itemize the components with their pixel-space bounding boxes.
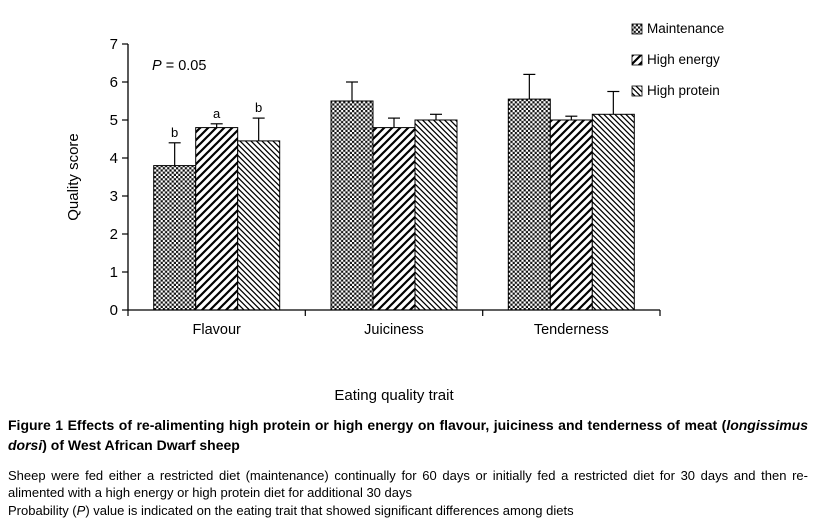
y-tick-label: 7: [110, 36, 118, 53]
bar-juiciness-high-energy: [372, 127, 416, 311]
caption-species-italic: longissimus dorsi: [8, 417, 808, 453]
legend-swatch-maintenance: [631, 23, 643, 35]
significance-letter: b: [171, 125, 178, 140]
quality-score-bar-chart: b a b 0 1 2 3 4 5 6 7 Flavour Juiciness Tenderness Qua…: [65, 21, 724, 404]
legend-item: High protein: [631, 83, 720, 98]
figure-notes: Sheep were fed either a restricted diet …: [8, 467, 808, 518]
caption-text-before-italic: Effects of re-alimenting high protein or…: [63, 417, 727, 433]
significance-letter: b: [255, 100, 262, 115]
x-category-label: Tenderness: [534, 322, 609, 338]
bar-tenderness-high-protein: [591, 113, 635, 311]
y-tick-label: 0: [110, 302, 118, 319]
chart-svg: b a b 0 1 2 3 4 5 6 7 Flavour Juiciness Tenderness Qua…: [65, 21, 724, 404]
note-line-2-before: Probability (: [8, 502, 77, 518]
caption-text-after-italic: ) of West African Dwarf sheep: [42, 436, 240, 453]
error-bar: [346, 81, 358, 101]
error-bar: [168, 142, 181, 166]
figure-caption: Figure 1 Effects of re-alimenting high p…: [8, 416, 808, 455]
p-value-annotation: P = 0.05: [152, 58, 206, 74]
note-line-1: Sheep were fed either a restricted diet …: [8, 468, 808, 501]
bar-flavour-maintenance: [153, 165, 197, 311]
bar-juiciness-high-protein: [414, 119, 458, 311]
legend-swatch-high-protein: [631, 85, 643, 97]
note-line-2-italic-p: P: [76, 502, 86, 518]
x-axis-title: Eating quality trait: [334, 387, 454, 404]
significance-letter: a: [213, 106, 221, 121]
y-tick-label: 4: [110, 150, 118, 167]
legend-item: High energy: [631, 52, 720, 67]
figure-label: Figure 1: [8, 417, 64, 433]
y-tick-label: 6: [110, 74, 118, 91]
y-tick-label: 3: [110, 188, 118, 205]
error-bar: [210, 123, 223, 128]
bar-juiciness-maintenance: [330, 100, 374, 311]
legend-label: Maintenance: [647, 21, 724, 36]
note-line-2-after: ) value is indicated on the eating trait…: [85, 502, 574, 518]
y-tick-label: 5: [110, 112, 118, 129]
error-bar: [430, 113, 442, 120]
x-category-label: Juiciness: [364, 322, 424, 338]
bar-flavour-high-energy: [195, 127, 239, 311]
bar-tenderness-high-energy: [549, 119, 593, 311]
y-tick-label: 1: [110, 264, 118, 281]
y-tick-label: 2: [110, 226, 118, 243]
error-bar: [607, 90, 620, 115]
legend-swatch-high-energy: [631, 54, 643, 66]
error-bar: [388, 117, 400, 128]
legend-label: High protein: [647, 83, 720, 98]
error-bar: [252, 117, 265, 141]
bar-tenderness-maintenance: [507, 98, 551, 311]
error-bar: [565, 115, 578, 120]
x-category-label: Flavour: [193, 322, 242, 338]
legend-item: Maintenance: [631, 21, 724, 36]
bar-flavour-high-protein: [237, 140, 281, 311]
error-bar: [523, 73, 536, 100]
legend-label: High energy: [647, 52, 720, 67]
y-axis-title: Quality score: [65, 133, 82, 221]
